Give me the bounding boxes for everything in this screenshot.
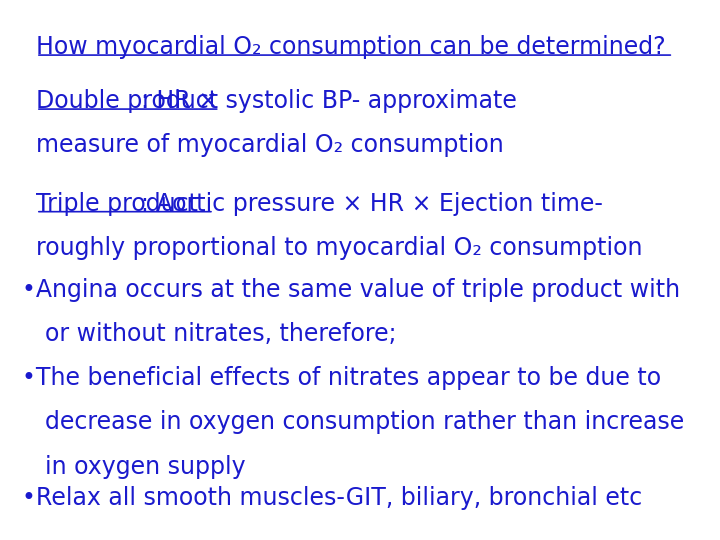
Text: : Aortic pressure × HR × Ejection time-: : Aortic pressure × HR × Ejection time- (36, 192, 603, 215)
Text: or without nitrates, therefore;: or without nitrates, therefore; (45, 322, 397, 346)
Text: •Relax all smooth muscles-GIT, biliary, bronchial etc: •Relax all smooth muscles-GIT, biliary, … (22, 486, 642, 510)
Text: Triple product: Triple product (36, 192, 198, 215)
Text: roughly proportional to myocardial O₂ consumption: roughly proportional to myocardial O₂ co… (36, 236, 642, 260)
Text: How myocardial O₂ consumption can be determined?: How myocardial O₂ consumption can be det… (36, 35, 665, 59)
Text: in oxygen supply: in oxygen supply (45, 455, 246, 478)
Text: Double product: Double product (36, 89, 218, 113)
Text: decrease in oxygen consumption rather than increase: decrease in oxygen consumption rather th… (45, 410, 685, 434)
Text: measure of myocardial O₂ consumption: measure of myocardial O₂ consumption (36, 133, 504, 157)
Text: •The beneficial effects of nitrates appear to be due to: •The beneficial effects of nitrates appe… (22, 366, 661, 390)
Text: : HR × systolic BP- approximate: : HR × systolic BP- approximate (36, 89, 517, 113)
Text: •Angina occurs at the same value of triple product with: •Angina occurs at the same value of trip… (22, 278, 680, 302)
